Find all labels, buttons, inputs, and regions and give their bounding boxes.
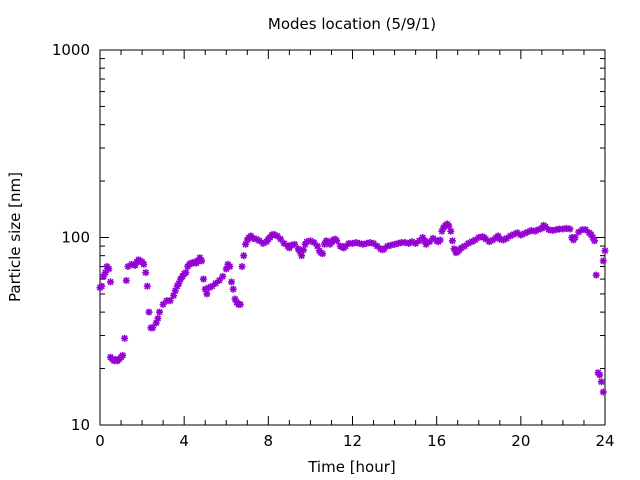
data-point xyxy=(105,265,113,273)
data-point xyxy=(154,315,162,322)
x-tick-label: 24 xyxy=(595,432,614,450)
data-point xyxy=(591,237,598,245)
data-point xyxy=(517,231,525,239)
data-point xyxy=(300,246,307,254)
data-point xyxy=(229,285,237,293)
data-point xyxy=(228,278,235,286)
data-point xyxy=(471,236,479,244)
data-point xyxy=(238,263,246,270)
data-point xyxy=(200,275,207,283)
data-point xyxy=(596,371,604,379)
data-point xyxy=(592,271,600,279)
data-point xyxy=(566,225,574,233)
data-point xyxy=(142,269,150,277)
data-point xyxy=(226,263,234,270)
data-point xyxy=(198,257,206,265)
minor-ticks xyxy=(100,50,605,425)
data-point xyxy=(145,308,153,316)
data-point xyxy=(107,278,114,286)
x-axis-label: Time [hour] xyxy=(307,458,396,476)
x-tick-label: 12 xyxy=(343,432,362,450)
data-point xyxy=(298,252,306,260)
data-point xyxy=(240,252,248,260)
data-point xyxy=(319,250,327,258)
x-tick-label: 4 xyxy=(179,432,189,450)
data-point xyxy=(203,290,211,298)
data-point xyxy=(219,272,227,280)
data-point xyxy=(149,324,157,332)
y-axis-label: Particle size [nm] xyxy=(6,172,24,302)
data-point xyxy=(597,378,605,386)
y-tick-label: 100 xyxy=(61,229,90,247)
data-point xyxy=(212,279,220,287)
data-point xyxy=(101,269,109,277)
data-point xyxy=(333,237,341,245)
data-point xyxy=(599,388,607,396)
data-point xyxy=(601,247,609,255)
data-point xyxy=(447,227,455,235)
x-tick-label: 0 xyxy=(95,432,105,450)
data-point xyxy=(448,237,456,245)
data-point xyxy=(121,334,129,342)
major-ticks xyxy=(99,49,606,426)
data-point xyxy=(140,260,148,268)
y-tick-label: 10 xyxy=(71,416,90,434)
data-point xyxy=(122,277,130,284)
x-tick-label: 16 xyxy=(427,432,446,450)
data-point xyxy=(236,300,244,308)
data-point xyxy=(182,269,190,277)
x-tick-labels: 0 4 8 12 16 20 24 xyxy=(95,432,614,450)
y-tick-label: 1000 xyxy=(52,41,90,59)
chart-title: Modes location (5/9/1) xyxy=(268,15,436,33)
x-tick-label: 20 xyxy=(511,432,530,450)
x-tick-label: 8 xyxy=(264,432,274,450)
data-point xyxy=(571,234,579,241)
data-point xyxy=(156,308,163,316)
data-point xyxy=(599,257,607,265)
data-point xyxy=(143,282,151,290)
data-point xyxy=(436,236,444,244)
data-points xyxy=(96,220,609,396)
y-tick-labels: 10 100 1000 xyxy=(52,41,90,434)
data-point xyxy=(98,282,106,290)
data-point xyxy=(119,351,127,359)
data-point xyxy=(166,297,174,305)
